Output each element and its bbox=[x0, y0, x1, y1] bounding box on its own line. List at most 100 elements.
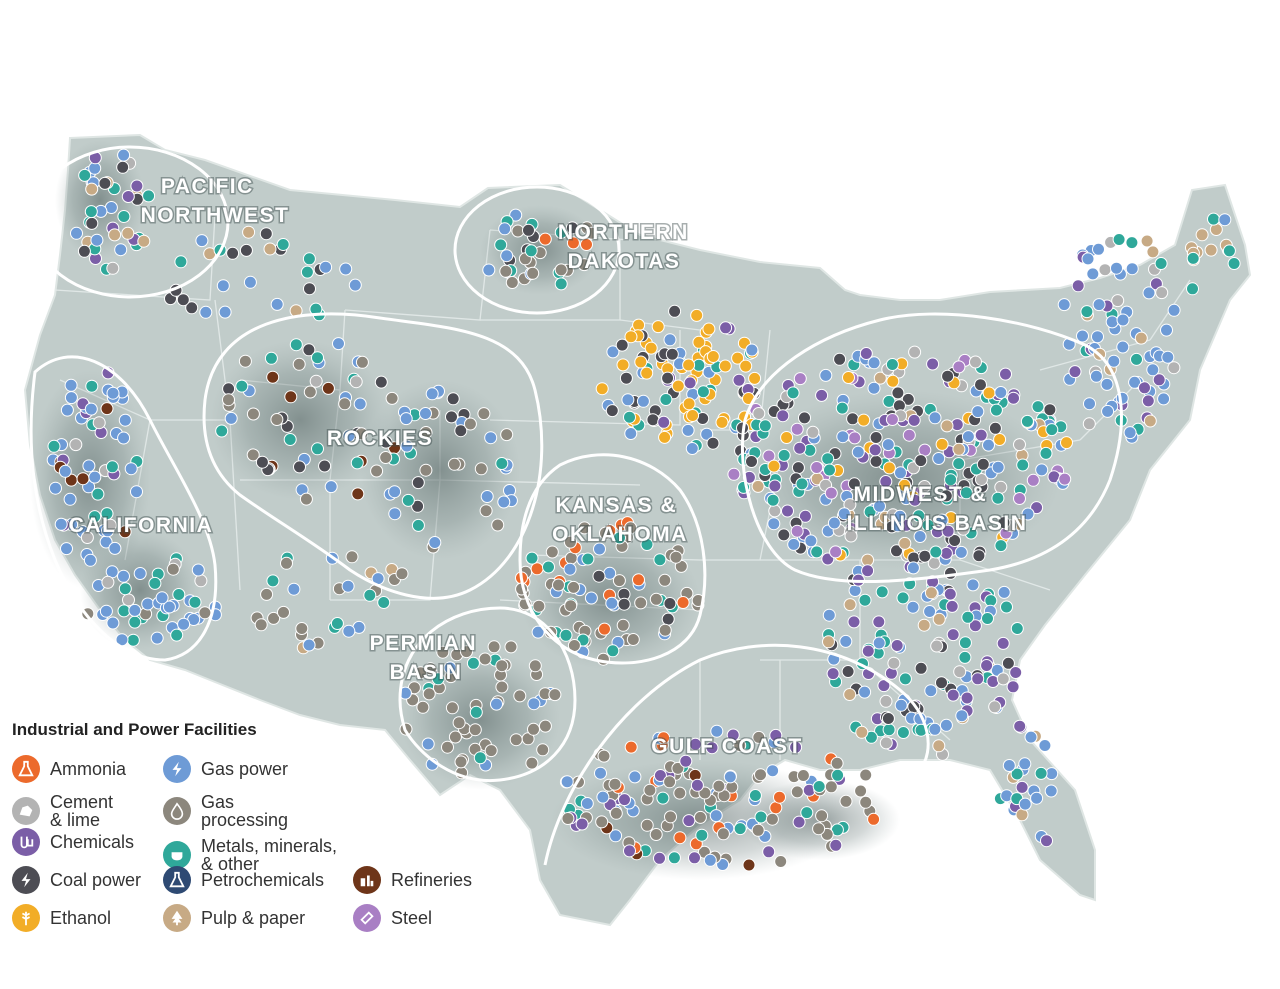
facility-marker-coal bbox=[617, 597, 631, 611]
facility-marker-gaspower bbox=[399, 412, 413, 426]
facility-marker-metals bbox=[912, 509, 926, 523]
facility-marker-metals bbox=[921, 518, 935, 532]
facility-marker-chemicals bbox=[688, 737, 702, 751]
facility-marker-chemicals bbox=[768, 479, 782, 493]
facility-marker-cement bbox=[92, 416, 106, 430]
facility-marker-metals bbox=[1154, 257, 1168, 270]
facility-marker-metals bbox=[78, 168, 92, 182]
facility-marker-chemicals bbox=[683, 376, 697, 390]
facility-marker-gaspower bbox=[341, 579, 355, 593]
facility-marker-gaspower bbox=[745, 343, 759, 357]
facility-marker-ethanol bbox=[686, 409, 700, 422]
facility-marker-gaspower bbox=[628, 770, 642, 784]
facility-marker-gaspower bbox=[332, 337, 345, 351]
facility-marker-gaspower bbox=[509, 208, 523, 222]
facility-marker-gaspower bbox=[827, 516, 841, 530]
facility-marker-metals bbox=[812, 780, 826, 793]
facility-marker-gaspower bbox=[710, 724, 724, 738]
facility-marker-gaspower bbox=[867, 381, 881, 395]
facility-marker-cement bbox=[1082, 417, 1096, 431]
facility-marker-chemicals bbox=[999, 367, 1012, 381]
legend-label-metals: Metals, minerals, & other bbox=[201, 836, 338, 874]
facility-marker-gaspower bbox=[703, 853, 717, 867]
facility-marker-gaspower bbox=[155, 591, 169, 605]
facility-marker-metals bbox=[466, 656, 480, 670]
facility-marker-gasproc bbox=[752, 730, 766, 744]
facility-marker-gasproc bbox=[658, 623, 672, 637]
facility-marker-gaspower bbox=[685, 442, 699, 455]
facility-marker-gasproc bbox=[448, 730, 462, 744]
facility-marker-gasproc bbox=[552, 578, 565, 592]
facility-marker-gasproc bbox=[419, 426, 433, 439]
facility-marker-gaspower bbox=[64, 378, 78, 392]
facility-marker-chemicals bbox=[826, 667, 840, 681]
facility-marker-pulp bbox=[952, 442, 966, 456]
facility-marker-metals bbox=[559, 628, 573, 642]
facility-marker-coal bbox=[972, 549, 986, 563]
facility-marker-coal bbox=[185, 301, 199, 315]
facility-marker-steel bbox=[790, 524, 804, 538]
facility-marker-gasproc bbox=[385, 391, 399, 405]
facility-marker-gaspower bbox=[624, 427, 638, 440]
facility-marker-gaspower bbox=[1092, 298, 1106, 312]
lightning-icon bbox=[163, 755, 191, 783]
region-outline-nd bbox=[453, 185, 621, 315]
facility-marker-metals bbox=[117, 210, 131, 223]
facility-marker-metals bbox=[623, 410, 636, 424]
region-label-gulf-line1: GULF COAST bbox=[651, 735, 803, 758]
facility-marker-gasproc bbox=[663, 775, 677, 789]
facility-marker-gasproc bbox=[545, 545, 559, 559]
facility-marker-gaspower bbox=[287, 582, 301, 596]
facility-marker-gasproc bbox=[166, 562, 180, 576]
facility-marker-gasproc bbox=[487, 640, 501, 654]
facility-marker-gaspower bbox=[1057, 298, 1071, 312]
facility-marker-refineries bbox=[76, 472, 90, 486]
facility-marker-cement bbox=[80, 531, 94, 544]
region-label-ko-line1: KANSAS & bbox=[555, 494, 677, 517]
facility-marker-chemicals bbox=[946, 628, 960, 642]
facility-marker-gasproc bbox=[198, 606, 212, 620]
facility-marker-ethanol bbox=[658, 430, 672, 444]
facility-marker-gaspower bbox=[932, 452, 946, 465]
facility-marker-gasproc bbox=[499, 264, 513, 278]
facility-marker-metals bbox=[1039, 446, 1053, 460]
facility-marker-metals bbox=[640, 538, 654, 551]
facility-marker-chemicals bbox=[868, 443, 882, 457]
facility-marker-steel bbox=[885, 413, 899, 426]
facility-marker-gaspower bbox=[118, 413, 132, 427]
wheat-icon bbox=[12, 904, 40, 932]
facility-marker-ammonia bbox=[530, 562, 544, 576]
facility-marker-gaspower bbox=[64, 391, 78, 405]
facility-marker-gaspower bbox=[563, 562, 577, 576]
facility-marker-metals bbox=[1207, 212, 1220, 226]
region-label-nd-line1: NORTHERN bbox=[558, 221, 689, 244]
facility-marker-metals bbox=[174, 255, 188, 269]
facility-marker-ammonia bbox=[580, 238, 593, 251]
facility-marker-gasproc bbox=[538, 719, 552, 733]
facility-marker-metals bbox=[810, 545, 824, 559]
facility-marker-refineries bbox=[321, 381, 335, 395]
facility-marker-gasproc bbox=[563, 535, 577, 549]
facility-marker-gaspower bbox=[133, 567, 147, 580]
facility-marker-gasproc bbox=[585, 226, 599, 240]
facility-marker-steel bbox=[727, 467, 741, 481]
facility-marker-gasproc bbox=[548, 688, 562, 702]
facility-marker-coal bbox=[411, 476, 425, 490]
facility-marker-gasproc bbox=[790, 785, 804, 799]
facility-marker-coal bbox=[974, 378, 987, 392]
facility-marker-metals bbox=[1010, 767, 1024, 781]
facility-marker-metals bbox=[1010, 622, 1024, 635]
facility-marker-gaspower bbox=[1125, 262, 1139, 276]
facility-marker-pulp bbox=[137, 234, 151, 248]
facility-marker-gaspower bbox=[497, 495, 511, 509]
facility-marker-gaspower bbox=[804, 534, 818, 548]
region-outline-midwest bbox=[741, 312, 1123, 584]
facility-marker-gaspower bbox=[982, 438, 995, 452]
facility-marker-gasproc bbox=[299, 492, 313, 506]
facility-marker-gasproc bbox=[478, 652, 492, 666]
facility-marker-chemicals bbox=[682, 814, 696, 828]
facility-marker-refineries bbox=[284, 390, 298, 404]
facility-marker-gasproc bbox=[468, 723, 482, 737]
facility-marker-chemicals bbox=[1152, 373, 1166, 387]
